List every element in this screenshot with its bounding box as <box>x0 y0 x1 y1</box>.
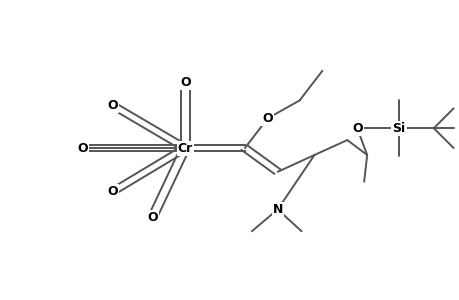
Text: O: O <box>107 185 118 198</box>
Text: N: N <box>272 203 282 216</box>
Text: O: O <box>262 112 273 125</box>
Text: Cr: Cr <box>177 142 192 154</box>
Text: O: O <box>78 142 88 154</box>
Text: O: O <box>107 99 118 112</box>
Text: O: O <box>351 122 362 135</box>
Text: O: O <box>147 211 157 224</box>
Text: Si: Si <box>392 122 405 135</box>
Text: O: O <box>179 76 190 89</box>
